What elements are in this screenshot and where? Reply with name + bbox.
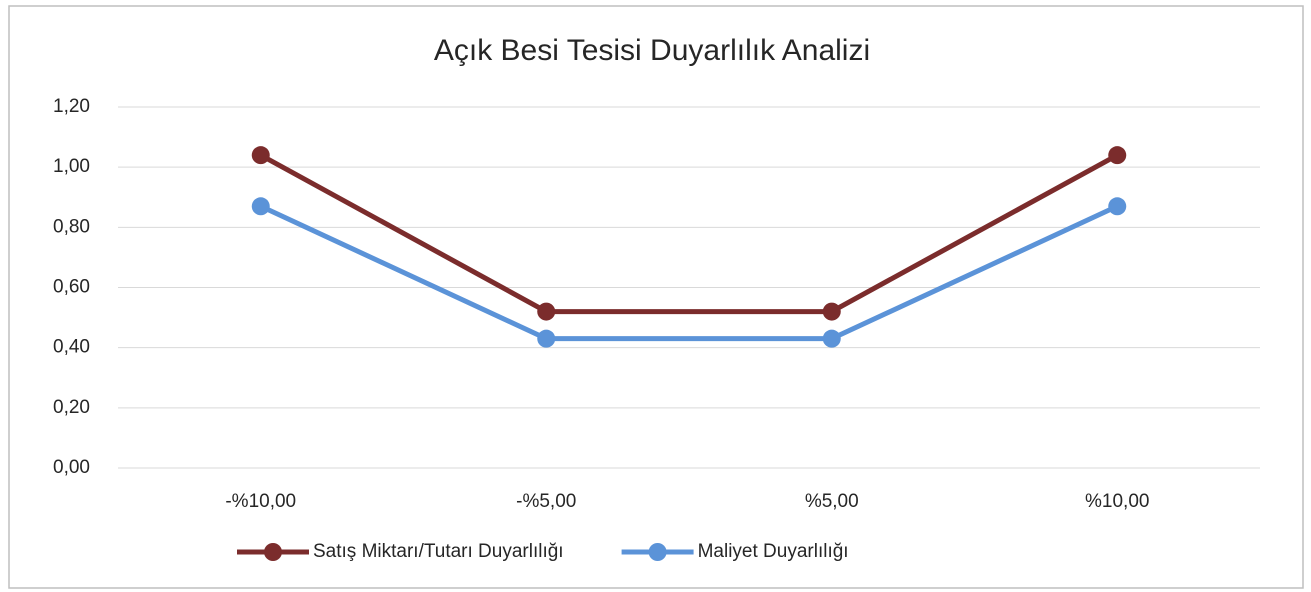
series-marker <box>822 302 841 321</box>
chart-frame <box>8 5 1304 589</box>
series-marker <box>537 329 556 348</box>
legend-marker <box>264 543 282 561</box>
series-marker <box>1108 146 1127 165</box>
x-tick-label: -%5,00 <box>516 491 576 512</box>
x-tick-label: -%10,00 <box>225 491 296 512</box>
y-tick-label: 0,00 <box>53 457 90 478</box>
series-marker <box>822 329 841 348</box>
chart-title: Açık Besi Tesisi Duyarlılık Analizi <box>434 34 870 67</box>
legend-label: Maliyet Duyarlılığı <box>698 541 849 562</box>
y-tick-label: 0,20 <box>53 397 90 418</box>
y-tick-label: 0,40 <box>53 337 90 358</box>
y-tick-label: 1,20 <box>53 96 90 117</box>
series-marker <box>537 302 556 321</box>
series-line <box>259 204 1119 342</box>
legend-marker <box>648 543 667 561</box>
y-tick-label: 0,80 <box>53 216 90 237</box>
legend-label: Satış Miktarı/Tutarı Duyarlılığı <box>313 541 564 562</box>
series-marker <box>1108 197 1127 216</box>
x-tick-label: %10,00 <box>1085 491 1149 512</box>
y-tick-label: 1,00 <box>53 156 90 177</box>
series-line <box>259 152 1119 315</box>
y-tick-label: 0,60 <box>53 277 90 298</box>
series-marker <box>251 197 270 216</box>
series-marker <box>251 146 270 165</box>
x-tick-label: %5,00 <box>805 491 859 512</box>
